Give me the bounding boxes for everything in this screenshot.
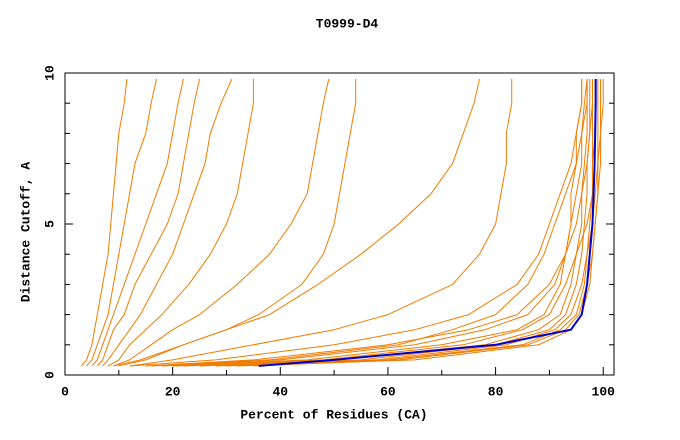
x-tick-label: 40 <box>272 384 288 399</box>
series-line <box>151 79 588 367</box>
y-tick-label: 5 <box>42 220 57 228</box>
series-line <box>145 79 593 367</box>
series-line <box>253 79 604 367</box>
series-line <box>129 79 583 367</box>
series-line <box>96 78 201 367</box>
series-line <box>102 78 233 367</box>
series-line <box>258 79 597 367</box>
chart-title: T0999-D4 <box>316 16 379 31</box>
y-tick-label: 0 <box>42 371 57 379</box>
y-tick-label: 10 <box>42 65 57 81</box>
series-line <box>91 78 184 367</box>
x-tick-label: 80 <box>488 384 504 399</box>
x-axis-label: Percent of Residues (CA) <box>240 407 427 422</box>
x-tick-label: 20 <box>165 384 181 399</box>
series-line <box>172 79 593 367</box>
x-tick-label: 60 <box>380 384 396 399</box>
x-tick-label: 0 <box>61 384 69 399</box>
series-line <box>215 79 599 367</box>
series-line <box>129 79 513 367</box>
series-line <box>113 78 330 367</box>
series-line <box>80 78 128 367</box>
x-tick-label: 100 <box>592 384 616 399</box>
series-line <box>107 79 254 367</box>
y-axis-label: Distance Cutoff, A <box>18 162 33 303</box>
series-line <box>86 78 157 367</box>
series-line <box>113 79 357 367</box>
